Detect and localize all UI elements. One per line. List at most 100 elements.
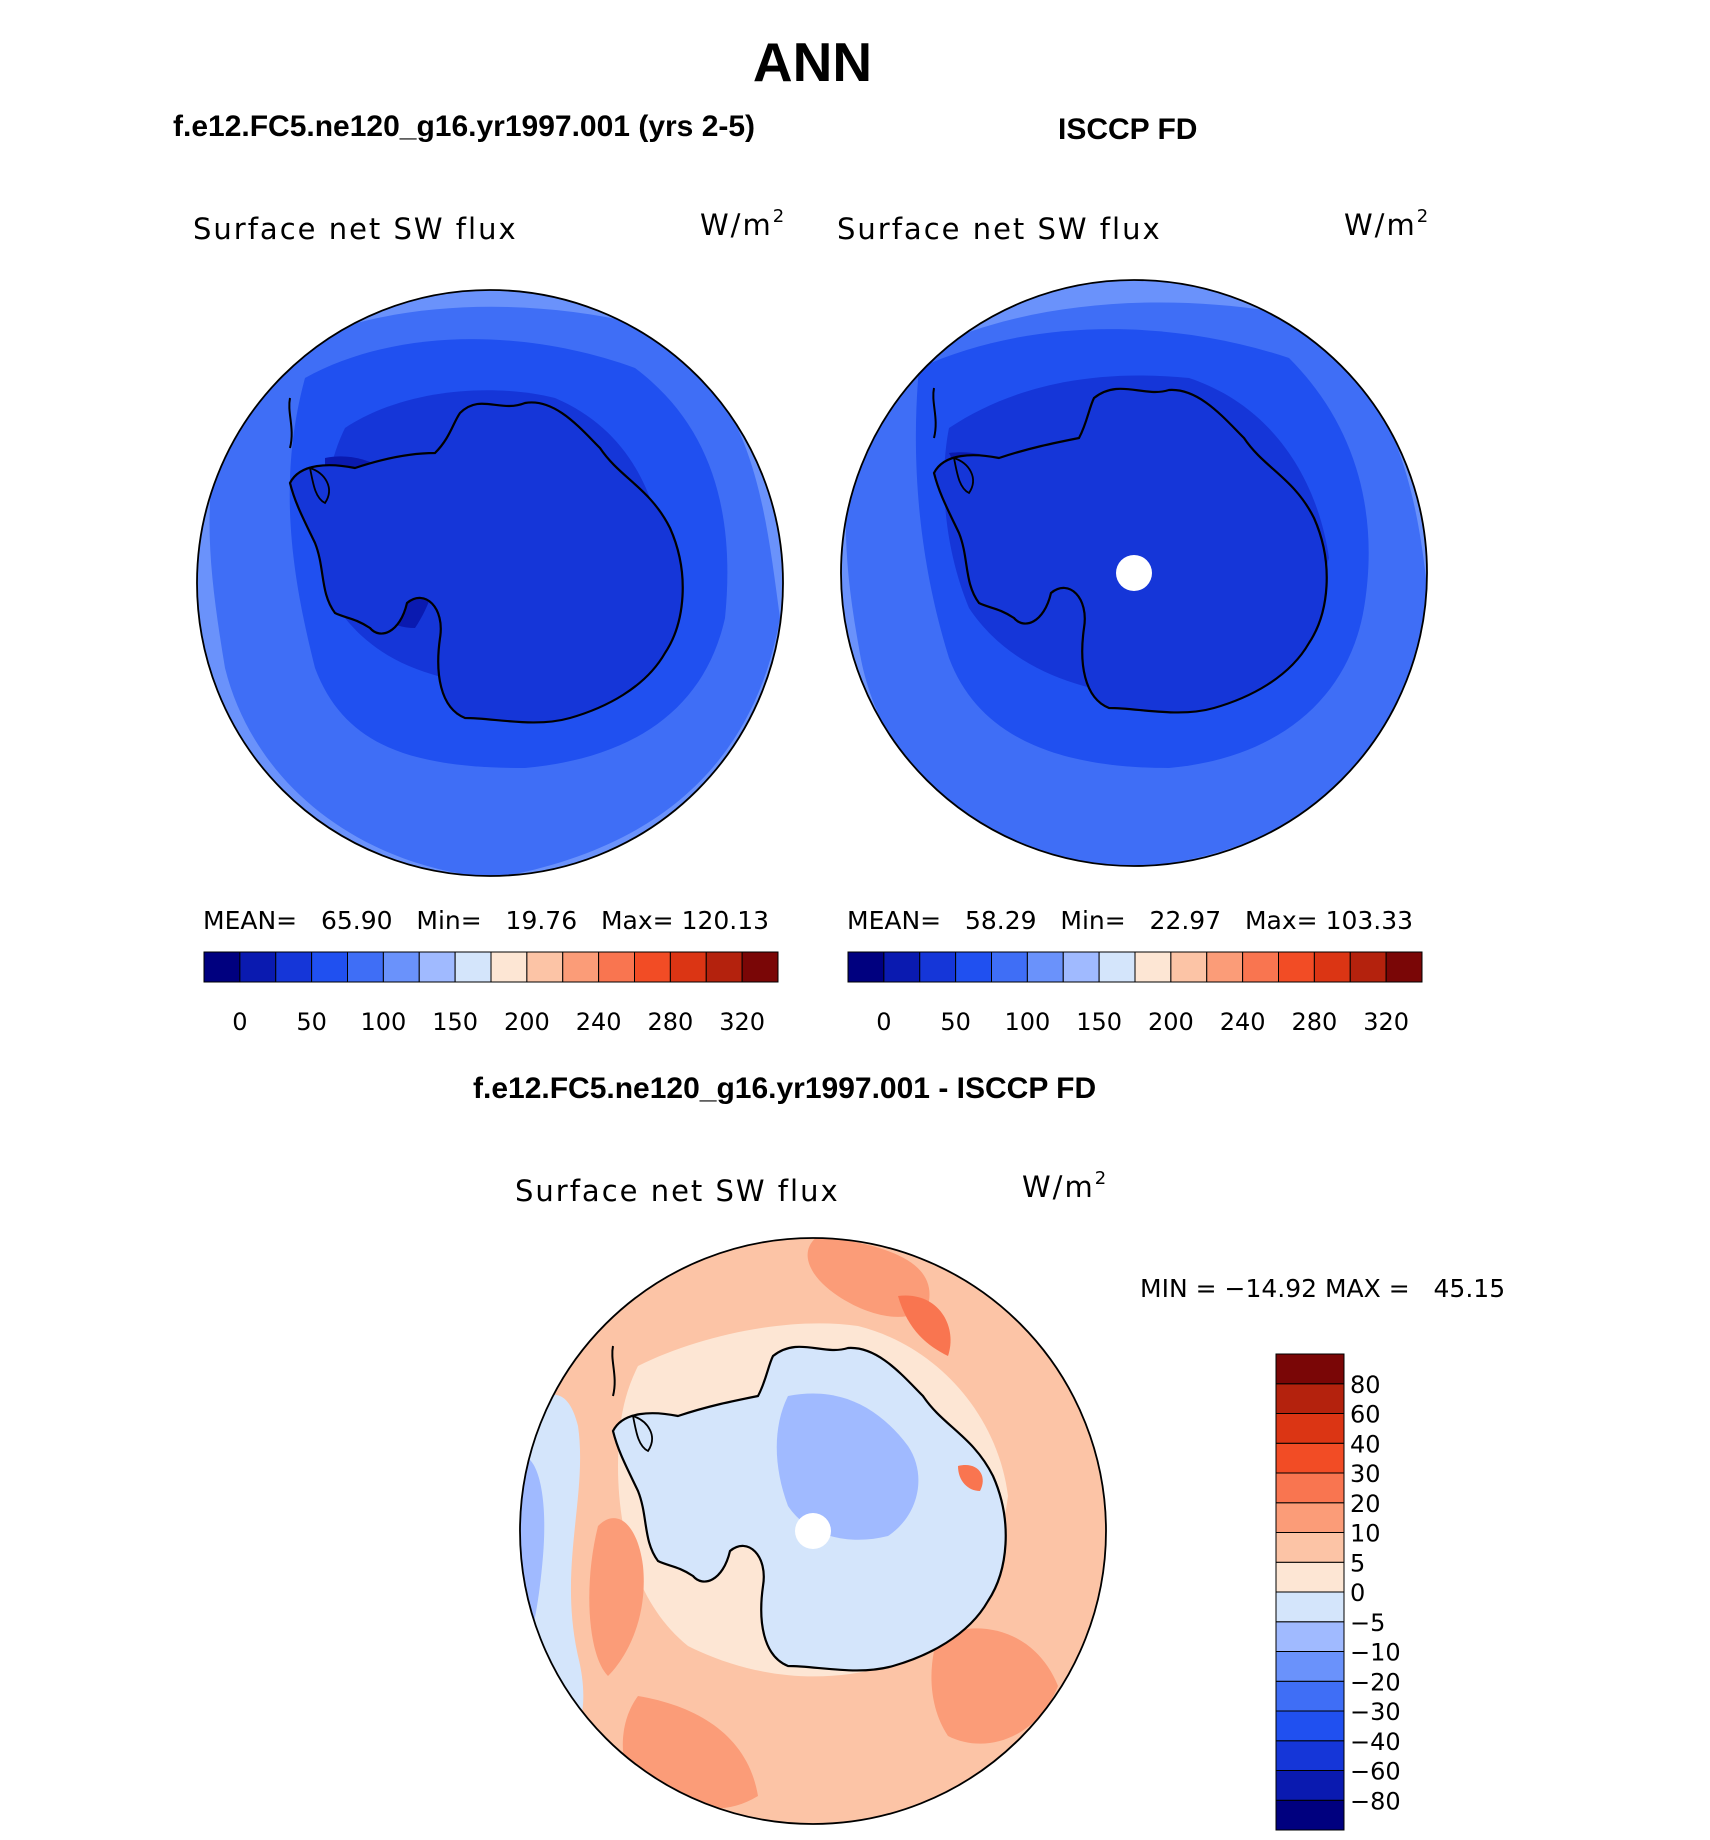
panel2-colorbar-tick-label: 240 [1220, 1008, 1266, 1036]
panel3-colorbar-tick-label: 0 [1350, 1579, 1365, 1607]
panel3-pole-hole [795, 1513, 831, 1549]
panel3-colorbar-tick-label: 10 [1350, 1520, 1381, 1548]
panel3-colorbar-swatch [1275, 1591, 1345, 1623]
panel2-stats: MEAN= 58.29 Min= 22.97 Max= 103.33 [847, 906, 1413, 935]
panel3-colorbar-swatch [1275, 1353, 1345, 1385]
panel3-colorbar-swatch [1275, 1383, 1345, 1414]
panel3-colorbar-tick-label: −80 [1350, 1787, 1401, 1815]
panel2-mean-value: 58.29 [964, 906, 1037, 935]
panel1-polar-map [196, 289, 784, 877]
panel2-units-label: W/m2 [1344, 206, 1429, 242]
panel1-colorbar-tick-label: 100 [360, 1008, 406, 1036]
panel1-colorbar-swatch [347, 951, 384, 983]
panel2-colorbar-tick-label: 150 [1076, 1008, 1122, 1036]
panel3-colorbar-tick-label: 60 [1350, 1401, 1381, 1429]
panel1-colorbar-swatch [526, 951, 564, 983]
panel1-colorbar-swatch [741, 951, 779, 983]
panel1-case-title: f.e12.FC5.ne120_g16.yr1997.001 (yrs 2-5) [173, 110, 756, 143]
panel1-colorbar-swatch [311, 951, 348, 983]
panel2-colorbar-swatch [883, 951, 921, 983]
panel2-colorbar-swatch [991, 951, 1028, 983]
panel2-max-value: 103.33 [1325, 906, 1414, 935]
panel1-colorbar-tick-label: 150 [432, 1008, 478, 1036]
panel1-max-value: 120.13 [681, 906, 770, 935]
panel3-colorbar-swatch [1275, 1502, 1345, 1533]
panel3-colorbar-swatch [1275, 1621, 1345, 1652]
panel3-colorbar-tick-label: −30 [1350, 1698, 1401, 1726]
panel2-colorbar-swatch [1349, 951, 1387, 983]
panel2-variable-label: Surface net SW flux [837, 212, 1162, 246]
panel2-colorbar-swatch [1026, 951, 1064, 983]
panel1-colorbar-swatch [705, 951, 743, 983]
panel3-colorbar-tick-label: −60 [1350, 1758, 1401, 1786]
panel2-peninsula-coastline [932, 387, 937, 439]
panel2-map-border [840, 279, 1428, 867]
panel2-colorbar-swatch [1242, 951, 1279, 983]
panel2-colorbar-tick-label: 50 [940, 1008, 971, 1036]
panel3-coast-hot-spot [958, 1465, 983, 1491]
panel3-colorbar-swatch [1275, 1472, 1345, 1504]
panel3-colorbar-tick-label: 5 [1350, 1549, 1365, 1577]
panel2-colorbar-tick-label: 320 [1363, 1008, 1409, 1036]
panel3-colorbar-tick-label: 40 [1350, 1430, 1381, 1458]
panel2-case-title: ISCCP FD [1058, 113, 1198, 146]
panel1-colorbar-swatch [239, 951, 277, 983]
panel1-mean-label: MEAN= [203, 906, 298, 935]
panel2-polar-map [840, 279, 1428, 867]
panel1-colorbar-swatch [203, 951, 241, 983]
panel1-mean-value: 65.90 [320, 906, 393, 935]
panel1-map-border [196, 289, 784, 877]
panel2-colorbar-swatch [1278, 951, 1315, 983]
panel2-colorbar-tick-label: 0 [876, 1008, 891, 1036]
panel2-max-label: Max= [1244, 906, 1318, 935]
panel3-colorbar-swatch [1275, 1710, 1345, 1742]
panel1-colorbar-tick-label: 50 [296, 1008, 327, 1036]
panel3-colorbar-tick-label: −20 [1350, 1668, 1401, 1696]
panel3-colorbar-swatch [1275, 1770, 1345, 1801]
page-title: ANN [752, 31, 873, 93]
panel2-south-america-tip [852, 392, 863, 429]
panel2-colorbar-swatch [1206, 951, 1244, 983]
panel3-peninsula-coastline [611, 1345, 616, 1397]
panel3-variable-label: Surface net SW flux [515, 1174, 840, 1208]
panel3-colorbar-tick-label: 20 [1350, 1490, 1381, 1518]
panel3-colorbar-swatch [1275, 1651, 1345, 1682]
panel2-colorbar-swatch [1385, 951, 1423, 983]
panel3-south-america-tip [531, 1350, 542, 1387]
panel2-min-value: 22.97 [1149, 906, 1222, 935]
panel3-colorbar-tick-label: −40 [1350, 1728, 1401, 1756]
panel2-ice-shelf-coastline [952, 456, 974, 495]
panel1-min-label: Min= [416, 906, 482, 935]
panel1-colorbar-swatch [490, 951, 528, 983]
panel3-ice-shelf-coastline [631, 1414, 653, 1453]
panel1-variable-label: Surface net SW flux [193, 212, 518, 246]
panel1-colorbar-swatch [454, 951, 492, 983]
panel2-colorbar-tick-label: 100 [1004, 1008, 1050, 1036]
panel3-west-warm-band [589, 1518, 644, 1676]
panel1-colorbar-swatch [562, 951, 600, 983]
panel3-units-label: W/m2 [1022, 1168, 1107, 1204]
panel3-colorbar-tick-label: 80 [1350, 1371, 1381, 1399]
panel1-colorbar-tick-label: 280 [647, 1008, 693, 1036]
panel2-colorbar-swatch [1098, 951, 1136, 983]
panel1-min-value: 19.76 [505, 906, 578, 935]
panel1-south-america-tip [208, 402, 219, 439]
panel2-colorbar-swatch [1134, 951, 1172, 983]
panel3-max-label: MAX = [1324, 1274, 1410, 1303]
panel3-stats: MIN = −14.92 MAX = 45.15 [1140, 1274, 1505, 1303]
panel3-colorbar-swatch [1275, 1561, 1345, 1593]
panel1-colorbar-swatch [598, 951, 635, 983]
panel1-colorbar-swatch [669, 951, 707, 983]
panel2-mean-label: MEAN= [847, 906, 942, 935]
panel1-ice-shelf-coastline [308, 466, 330, 505]
panel2-pole-hole [1116, 555, 1152, 591]
panel2-colorbar-swatch [1170, 951, 1208, 983]
panel3-min-label: MIN = [1140, 1274, 1217, 1303]
panel3-colorbar-tick-label: −5 [1350, 1609, 1385, 1637]
panel3-min-value: −14.92 [1224, 1274, 1318, 1303]
panel3-colorbar-tick-label: 30 [1350, 1460, 1381, 1488]
panel3-polar-map [519, 1237, 1107, 1825]
panel3-colorbar-tick-label: −10 [1350, 1639, 1401, 1667]
panel1-colorbar-swatch [275, 951, 313, 983]
